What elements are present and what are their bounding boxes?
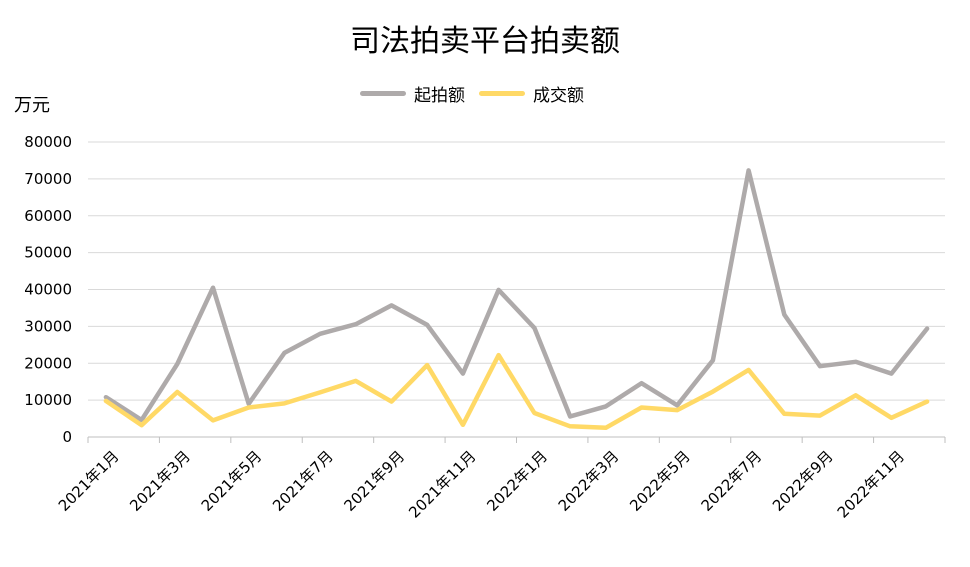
series-0-point-22 <box>889 371 893 375</box>
x-tick-label-10: 2022年9月 <box>769 447 837 515</box>
series-1-point-14 <box>604 426 608 430</box>
x-tick-label-6: 2022年1月 <box>483 447 551 515</box>
series-0-point-18 <box>746 168 750 172</box>
x-tick-label-2: 2021年5月 <box>198 447 266 515</box>
series-0-point-11 <box>496 288 500 292</box>
series-1-point-23 <box>925 399 929 403</box>
x-tick-label-11: 2022年11月 <box>834 447 908 521</box>
series-1-point-10 <box>461 423 465 427</box>
y-tick-label-50000: 50000 <box>24 244 72 262</box>
series-0-point-17 <box>711 358 715 362</box>
y-tick-label-10000: 10000 <box>24 391 72 409</box>
series-1-point-7 <box>354 379 358 383</box>
legend-label-start-price: 起拍额 <box>414 85 465 106</box>
series-1-point-4 <box>246 405 250 409</box>
series-0-point-21 <box>854 360 858 364</box>
series-1-point-1 <box>139 423 143 427</box>
x-tick-label-4: 2021年9月 <box>341 447 409 515</box>
series-0-point-5 <box>282 351 286 355</box>
series-1-point-0 <box>104 399 108 403</box>
series-0-point-8 <box>389 303 393 307</box>
series-1-point-8 <box>389 399 393 403</box>
legend: 起拍额 成交额 <box>360 81 598 106</box>
series-0-point-19 <box>782 312 786 316</box>
y-tick-label-20000: 20000 <box>24 354 72 372</box>
x-tick-label-8: 2022年5月 <box>626 447 694 515</box>
series-1-point-5 <box>282 401 286 405</box>
series-1-point-2 <box>175 390 179 394</box>
series-0-point-14 <box>604 404 608 408</box>
legend-item-deal-amount: 成交额 <box>479 81 584 106</box>
series-1-point-16 <box>675 408 679 412</box>
y-tick-label-40000: 40000 <box>24 281 72 299</box>
x-tick-label-7: 2022年3月 <box>555 447 623 515</box>
series-1-point-9 <box>425 363 429 367</box>
series-0-point-13 <box>568 414 572 418</box>
y-tick-label-80000: 80000 <box>24 133 72 151</box>
series-1-point-20 <box>818 413 822 417</box>
series-line-0 <box>103 168 930 423</box>
series-1-point-21 <box>854 393 858 397</box>
y-axis-label: 万元 <box>14 95 50 116</box>
series-0-point-23 <box>925 326 929 330</box>
series-1-point-19 <box>782 412 786 416</box>
series-0-point-3 <box>211 285 215 289</box>
y-tick-label-70000: 70000 <box>24 170 72 188</box>
series-0-point-12 <box>532 326 536 330</box>
series-0-point-20 <box>818 364 822 368</box>
series-0-point-2 <box>175 362 179 366</box>
x-tick-label-9: 2022年7月 <box>698 447 766 515</box>
y-tick-label-30000: 30000 <box>24 317 72 335</box>
series-1-point-15 <box>639 405 643 409</box>
series-1-point-17 <box>711 389 715 393</box>
y-tick-label-0: 0 <box>62 428 72 446</box>
series-0-point-10 <box>461 371 465 375</box>
legend-swatch-start-price <box>360 90 406 96</box>
legend-swatch-deal-amount <box>479 90 525 96</box>
series-1-point-13 <box>568 424 572 428</box>
x-tick-label-1: 2021年3月 <box>126 447 194 515</box>
series-1-point-11 <box>496 353 500 357</box>
series-0-point-15 <box>639 381 643 385</box>
series-1-point-18 <box>746 368 750 372</box>
x-tick-label-0: 2021年1月 <box>55 447 123 515</box>
series-1-point-12 <box>532 411 536 415</box>
x-tick-label-5: 2021年11月 <box>405 447 479 521</box>
series-0-point-9 <box>425 323 429 327</box>
series-0-point-6 <box>318 332 322 336</box>
series-0-point-7 <box>354 322 358 326</box>
legend-label-deal-amount: 成交额 <box>533 85 584 106</box>
x-tick-label-3: 2021年7月 <box>269 447 337 515</box>
series-1-point-22 <box>889 416 893 420</box>
series-1-point-3 <box>211 418 215 422</box>
legend-item-start-price: 起拍额 <box>360 81 465 106</box>
y-tick-label-60000: 60000 <box>24 207 72 225</box>
series-1-point-6 <box>318 390 322 394</box>
chart-title: 司法拍卖平台拍卖额 <box>350 24 620 59</box>
series-line-1 <box>103 352 930 431</box>
